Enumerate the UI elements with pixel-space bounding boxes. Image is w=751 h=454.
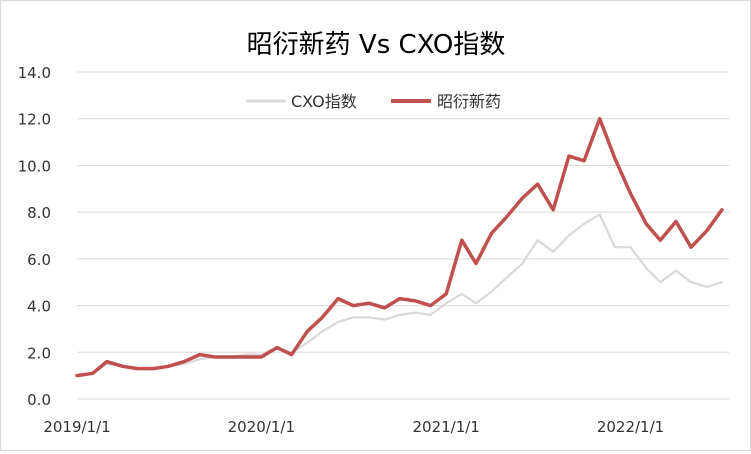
series-lines [75, 116, 724, 378]
y-tick-label: 8.0 [27, 204, 51, 222]
y-tick-label: 10.0 [18, 157, 51, 175]
legend-label: 昭衍新药 [437, 92, 501, 111]
x-tick-label: 2019/1/1 [43, 418, 110, 436]
x-axis-tick-labels: 2019/1/1 2020/1/1 2021/1/1 2022/1/1 [43, 418, 664, 436]
chart-title: 昭衍新药 Vs CXO指数 [247, 30, 506, 60]
y-tick-label: 6.0 [27, 251, 51, 269]
y-axis-tick-labels: 0.0 2.0 4.0 6.0 8.0 10.0 12.0 14.0 [18, 64, 51, 409]
x-tick-label: 2022/1/1 [597, 418, 664, 436]
x-tick-label: 2021/1/1 [412, 418, 479, 436]
series-line-cxo-index [75, 213, 723, 377]
y-tick-label: 0.0 [27, 391, 51, 409]
legend: CXO指数 昭衍新药 [246, 92, 501, 111]
y-tick-label: 12.0 [18, 111, 51, 129]
y-tick-label: 4.0 [27, 298, 51, 316]
gridlines [77, 71, 729, 400]
y-tick-label: 14.0 [18, 64, 51, 82]
x-tick-label: 2020/1/1 [228, 418, 295, 436]
series-line-zhaoyan [75, 116, 724, 378]
legend-label: CXO指数 [291, 92, 357, 111]
y-tick-label: 2.0 [27, 344, 51, 362]
